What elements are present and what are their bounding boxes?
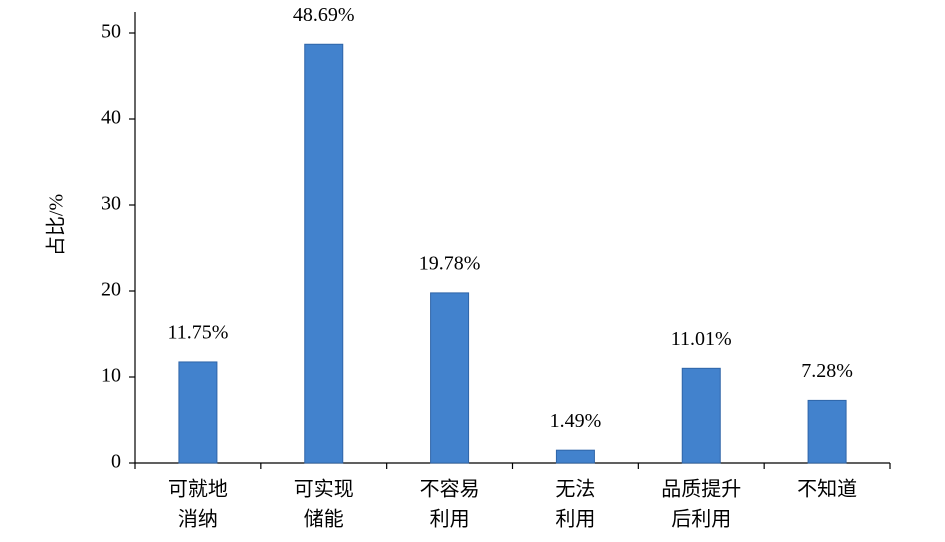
x-tick-label: 可就地: [168, 478, 228, 501]
y-tick-label: 0: [111, 451, 121, 473]
y-tick-label: 20: [101, 279, 121, 301]
x-tick-label: 不知道: [797, 478, 857, 501]
x-tick-label: 利用: [430, 508, 470, 531]
bar: [178, 361, 218, 464]
data-label: 1.49%: [550, 410, 602, 432]
data-label: 11.75%: [167, 322, 228, 344]
x-tick-label: 不容易: [420, 478, 480, 501]
x-tick-label: 可实现: [294, 478, 354, 501]
x-tick-label: 后利用: [671, 508, 731, 531]
x-tick-label: 消纳: [178, 508, 218, 531]
y-tick-label: 40: [101, 107, 121, 129]
data-label: 19.78%: [419, 252, 481, 274]
data-label: 48.69%: [293, 4, 355, 26]
y-tick-label: 30: [101, 193, 121, 215]
bar: [430, 292, 470, 464]
y-tick-label: 10: [101, 365, 121, 387]
bar: [807, 399, 847, 464]
x-tick-label: 无法: [555, 478, 595, 501]
bar: [681, 367, 721, 464]
bar: [304, 43, 344, 464]
y-axis-label: 占比/%: [45, 194, 68, 256]
data-label: 11.01%: [671, 328, 732, 350]
bar: [555, 449, 595, 464]
y-tick-label: 50: [101, 21, 121, 43]
x-tick-label: 利用: [555, 508, 595, 531]
data-label: 7.28%: [801, 360, 853, 382]
x-tick-label: 储能: [304, 508, 344, 531]
x-tick-label: 品质提升: [661, 478, 741, 501]
